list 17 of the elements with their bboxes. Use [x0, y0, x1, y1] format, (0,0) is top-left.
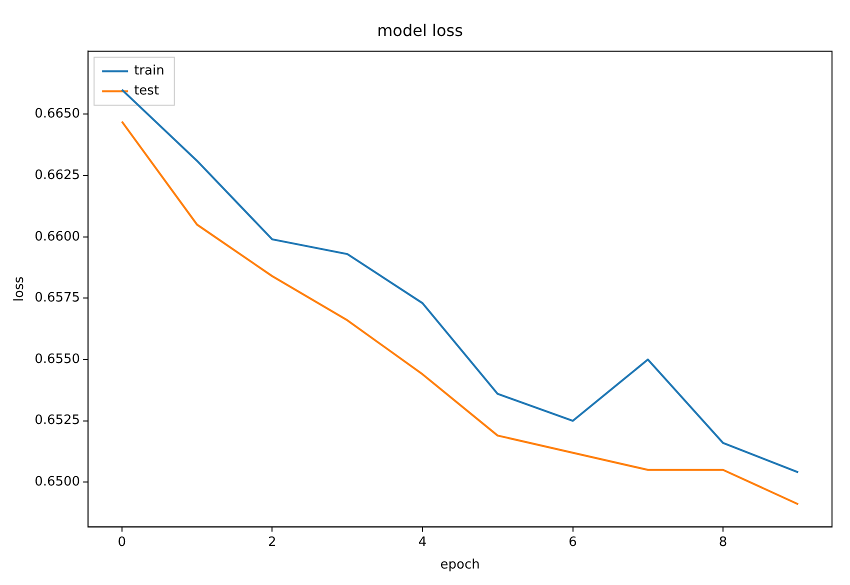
y-tick-label: 0.6650 — [34, 106, 80, 122]
chart-title: model loss — [377, 20, 463, 40]
x-tick-label: 2 — [268, 534, 276, 550]
x-tick-label: 4 — [418, 534, 427, 550]
y-tick-label: 0.6550 — [34, 352, 80, 367]
y-tick-label: 0.6600 — [34, 229, 80, 244]
x-tick-label: 6 — [568, 534, 577, 550]
y-tick-label: 0.6575 — [34, 290, 80, 306]
legend-label: test — [134, 84, 160, 99]
x-tick-label: 8 — [718, 534, 728, 550]
y-axis-title: loss — [12, 276, 28, 302]
x-tick-label: 0 — [118, 534, 126, 550]
y-tick-label: 0.6625 — [34, 168, 80, 183]
legend-label: train — [134, 64, 164, 79]
y-tick-label: 0.6500 — [34, 474, 80, 490]
x-axis-title: epoch — [440, 558, 480, 573]
y-tick-label: 0.6525 — [34, 413, 80, 428]
